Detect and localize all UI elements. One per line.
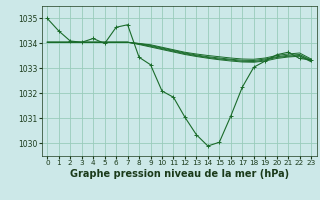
X-axis label: Graphe pression niveau de la mer (hPa): Graphe pression niveau de la mer (hPa) bbox=[70, 169, 289, 179]
